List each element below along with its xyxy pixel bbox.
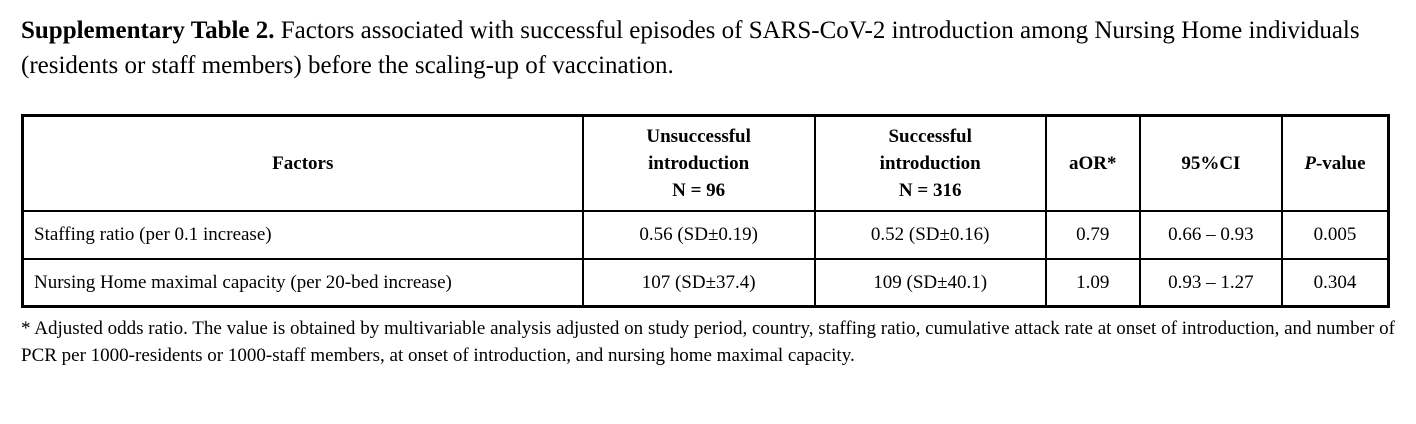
cell-factor: Nursing Home maximal capacity (per 20-be…: [21, 257, 584, 308]
column-header-successful-introduction: Successful introduction N = 316: [813, 114, 1047, 212]
document-page: Supplementary Table 2. Factors associate…: [21, 13, 1395, 366]
cell-aor-value: 1.09: [1044, 257, 1141, 308]
p-value-italic-p: P: [1304, 152, 1316, 174]
supplementary-table-2: Factors Unsuccessful introduction N = 96…: [21, 114, 1390, 308]
cell-p-value: 0.304: [1280, 257, 1390, 308]
p-value-rest: -value: [1315, 152, 1366, 174]
table-row-maximal-capacity: Nursing Home maximal capacity (per 20-be…: [21, 257, 1390, 308]
cell-ci-value: 0.66 – 0.93: [1138, 209, 1283, 260]
cell-p-value: 0.005: [1280, 209, 1390, 260]
table-row-staffing-ratio: Staffing ratio (per 0.1 increase) 0.56 (…: [21, 209, 1390, 260]
column-header-p-value: P-value: [1280, 114, 1390, 212]
table-caption-text: Factors associated with successful episo…: [21, 17, 1360, 79]
cell-ci-value: 0.93 – 1.27: [1138, 257, 1283, 308]
cell-unsuccessful-value: 107 (SD±37.4): [581, 257, 816, 308]
table-caption-label: Supplementary Table 2.: [21, 17, 275, 44]
column-header-95ci: 95%CI: [1138, 114, 1283, 212]
cell-aor-value: 0.79: [1044, 209, 1141, 260]
table-caption: Supplementary Table 2. Factors associate…: [21, 13, 1395, 83]
column-header-unsuccessful-introduction: Unsuccessful introduction N = 96: [581, 114, 816, 212]
table-footnote: * Adjusted odds ratio. The value is obta…: [21, 318, 1395, 366]
column-header-factors: Factors: [21, 114, 584, 212]
cell-successful-value: 109 (SD±40.1): [813, 257, 1047, 308]
cell-successful-value: 0.52 (SD±0.16): [813, 209, 1047, 260]
column-header-aor: aOR*: [1044, 114, 1141, 212]
table-header-row: Factors Unsuccessful introduction N = 96…: [21, 114, 1390, 212]
cell-factor: Staffing ratio (per 0.1 increase): [21, 209, 584, 260]
cell-unsuccessful-value: 0.56 (SD±0.19): [581, 209, 816, 260]
